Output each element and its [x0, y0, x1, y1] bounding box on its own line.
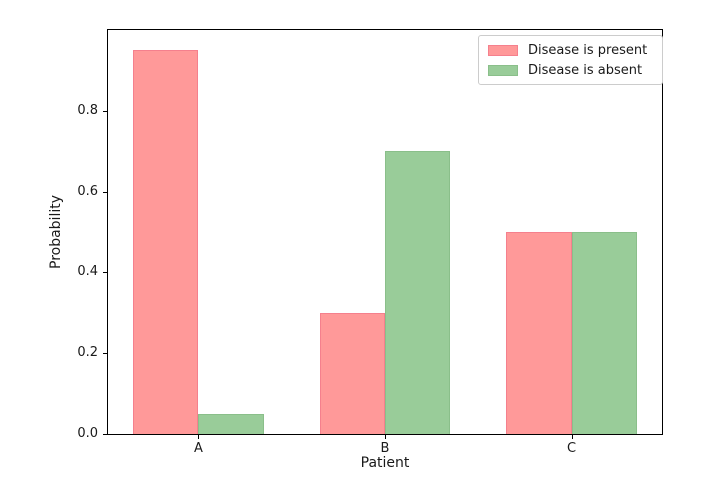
x-tick-label-c: C — [566, 441, 577, 456]
x-tick-mark-b — [385, 435, 386, 439]
y-tick-label-0.4: 0.4 — [77, 264, 98, 280]
legend-item-absent: Disease is absent — [488, 62, 653, 78]
legend-swatch-absent — [488, 64, 518, 76]
y-tick-mark-0.8 — [103, 110, 107, 112]
y-axis-label: Probability — [48, 194, 64, 270]
bar-c-present — [506, 232, 572, 434]
y-tick-label-0.0: 0.0 — [77, 426, 98, 441]
y-tick-mark-0.6 — [103, 191, 107, 193]
bar-b-absent — [385, 151, 451, 434]
legend-label-present: Disease is present — [528, 42, 648, 58]
y-tick-label-0.8: 0.8 — [77, 102, 98, 118]
x-tick-mark-c — [571, 435, 573, 439]
bar-a-absent — [198, 413, 264, 434]
legend-item-present: Disease is present — [488, 42, 653, 58]
y-tick-mark-0.2 — [103, 353, 107, 355]
x-tick-label-b: B — [380, 441, 390, 456]
x-tick-label-a: A — [194, 441, 203, 456]
bar-c-absent — [571, 232, 637, 434]
y-tick-mark-0.4 — [103, 272, 107, 274]
bar-b-present — [319, 312, 385, 434]
x-tick-mark-a — [198, 435, 200, 439]
legend-label-absent: Disease is absent — [528, 62, 643, 78]
bar-a-present — [133, 50, 199, 434]
plot-area — [107, 29, 663, 435]
legend-swatch-present — [488, 44, 518, 56]
legend: Disease is present Disease is absent — [478, 35, 663, 85]
y-tick-label-0.2: 0.2 — [77, 345, 98, 361]
x-axis-label: Patient — [360, 455, 410, 471]
y-tick-mark-0.0 — [103, 434, 107, 435]
y-tick-label-0.6: 0.6 — [77, 183, 98, 199]
